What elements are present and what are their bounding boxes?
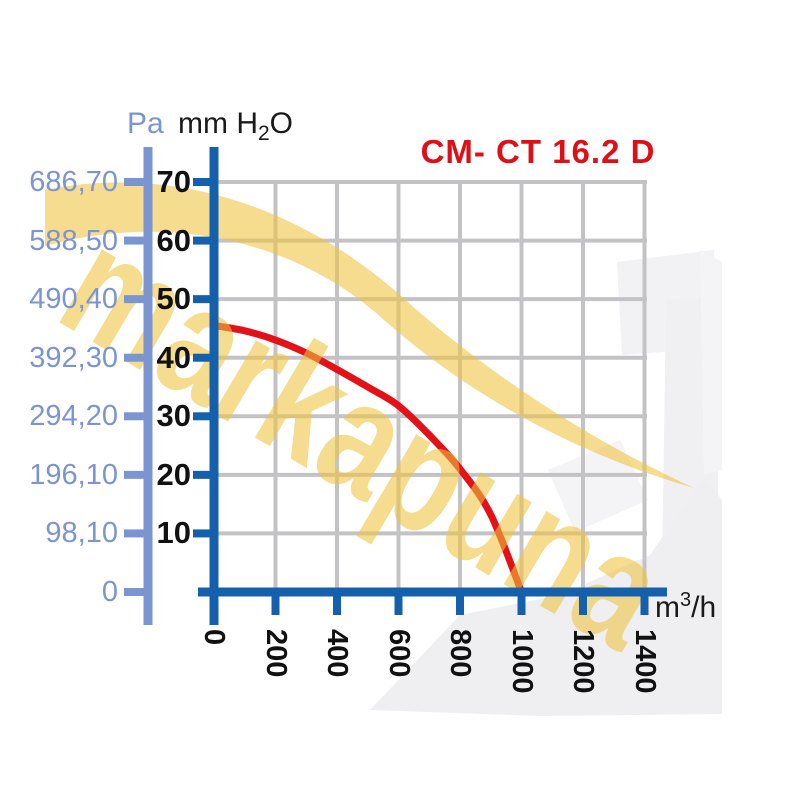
flow-unit-base: m [655, 591, 680, 624]
mm-h2o-tick-label: 40 [156, 339, 191, 375]
pa-axis-tick [124, 470, 148, 479]
x-tick-label: 800 [444, 629, 476, 678]
mm-h2o-axis-tick [193, 412, 214, 421]
watermark-swoosh [45, 182, 694, 488]
mm-h2o-axis-tick [193, 236, 214, 245]
fan-performance-curve [210, 322, 525, 596]
pa-axis-tick [124, 236, 148, 245]
x-axis-tick [333, 596, 341, 615]
mm-h2o-header-text: mm H [178, 107, 258, 140]
x-axis-tick [394, 596, 403, 615]
pa-axis-tick [124, 353, 148, 362]
mm-h2o-axis-tick [193, 353, 214, 362]
x-axis-tick [210, 596, 218, 615]
x-axis-tick [271, 596, 280, 615]
pa-tick-label: 98,10 [45, 517, 118, 550]
mm-h2o-tick-label: 50 [156, 281, 191, 317]
pa-tick-label: 0 [101, 576, 118, 608]
x-tick-label: 1200 [567, 629, 599, 694]
mm-h2o-header-subscript: 2 [257, 122, 270, 145]
mm-h2o-axis-header: mm H2O [178, 108, 293, 150]
mm-h2o-axis-tick [193, 470, 214, 479]
x-axis-tick [517, 596, 526, 615]
mm-h2o-axis-tick [193, 295, 214, 304]
mm-h2o-axis-tick [193, 529, 214, 538]
pa-axis-tick [124, 529, 148, 538]
mm-h2o-axis-line [209, 147, 219, 625]
pa-axis-tick [124, 178, 148, 187]
mm-h2o-axis-tick [193, 178, 214, 187]
x-tick-label: 200 [259, 629, 292, 678]
pa-tick-label: 686,70 [29, 166, 118, 198]
faint-background-photo [370, 250, 722, 716]
chart-title: CM- CT 16.2 D [420, 133, 656, 170]
mm-h2o-tick-label: 30 [156, 398, 191, 434]
flow-unit-superscript: 3 [680, 589, 692, 611]
x-axis-tick [640, 596, 649, 615]
x-axis-tick [579, 596, 587, 615]
x-axis-line [198, 587, 667, 597]
flow-unit-suffix: /h [691, 591, 717, 624]
pa-tick-label: 196,10 [29, 458, 118, 491]
pa-tick-label: 392,30 [29, 341, 118, 374]
pa-axis-header: Pa [127, 107, 164, 140]
pa-axis-tick [124, 295, 148, 304]
pa-axis-line [143, 147, 153, 625]
x-axis-tick [456, 596, 464, 615]
pa-tick-label: 490,40 [29, 283, 118, 316]
pa-tick-label: 294,20 [29, 400, 118, 433]
mm-h2o-header-suffix: O [269, 107, 294, 140]
axes [124, 147, 667, 625]
mm-h2o-tick-label: 20 [156, 456, 191, 492]
x-tick-label: 400 [321, 629, 353, 678]
x-tick-label: 0 [198, 629, 230, 646]
pa-axis-tick [124, 412, 148, 421]
flow-unit-label: m3/h [655, 584, 716, 624]
mm-h2o-tick-label: 10 [156, 515, 191, 551]
x-tick-label: 600 [382, 629, 415, 678]
pa-tick-label: 588,50 [29, 224, 118, 257]
x-tick-label: 1400 [628, 629, 661, 694]
watermark: markapuna [35, 182, 695, 683]
pa-axis-tick [124, 588, 148, 596]
mm-h2o-tick-label: 70 [156, 164, 191, 199]
mm-h2o-tick-label: 60 [156, 222, 191, 258]
x-tick-label: 1000 [505, 629, 538, 694]
grid-lines [214, 180, 647, 592]
